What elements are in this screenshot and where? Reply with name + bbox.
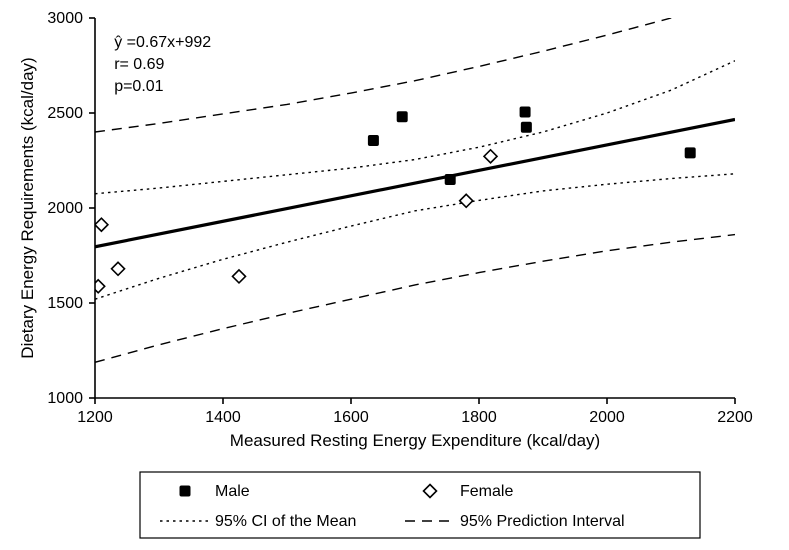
prediction-interval-upper	[95, 1, 735, 132]
legend-female-icon	[424, 485, 437, 498]
stat-p: p=0.01	[114, 78, 163, 95]
plot-area	[92, 1, 754, 362]
x-tick-label: 1200	[77, 409, 113, 426]
x-tick-label: 2200	[717, 409, 753, 426]
y-tick-label: 3000	[47, 10, 83, 27]
male-point	[520, 107, 531, 118]
male-point	[445, 174, 456, 185]
y-tick-label: 2000	[47, 200, 83, 217]
female-point	[233, 270, 246, 283]
stat-equation: ŷ =0.67x+992	[114, 34, 211, 51]
male-point	[742, 186, 753, 197]
female-point	[460, 194, 473, 207]
female-point	[484, 150, 497, 163]
y-axis-label: Dietary Energy Requirements (kcal/day)	[18, 57, 37, 358]
axes: 1200 1400 1600 1800 2000 2200 1000 1500 2000 2500…	[18, 10, 753, 450]
y-tick-label: 1500	[47, 295, 83, 312]
legend-male-label: Male	[215, 483, 250, 500]
stat-r: r= 0.69	[114, 56, 164, 73]
female-point	[95, 218, 108, 231]
prediction-interval-lower	[95, 235, 735, 363]
y-tick-label: 1000	[47, 390, 83, 407]
ci-mean-lower	[95, 174, 735, 299]
legend: Male Female 95% CI of the Mean 95% Predicti…	[140, 472, 700, 538]
x-tick-label: 1400	[205, 409, 241, 426]
y-tick-label: 2500	[47, 105, 83, 122]
regression-line	[95, 119, 735, 246]
x-tick-label: 1800	[461, 409, 497, 426]
legend-male-icon	[180, 486, 191, 497]
x-axis-label: Measured Resting Energy Expenditure (kca…	[230, 431, 600, 450]
scatter-regression-chart: 1200 1400 1600 1800 2000 2200 1000 1500 2000 2500…	[0, 0, 789, 550]
x-tick-label: 2000	[589, 409, 625, 426]
male-point	[685, 147, 696, 158]
legend-ci-label: 95% CI of the Mean	[215, 513, 356, 530]
chart-svg: 1200 1400 1600 1800 2000 2200 1000 1500 2000 2500…	[0, 0, 789, 550]
female-point	[92, 280, 105, 293]
male-point	[521, 122, 532, 133]
male-point	[368, 135, 379, 146]
legend-pi-label: 95% Prediction Interval	[460, 513, 625, 530]
legend-female-label: Female	[460, 483, 513, 500]
x-tick-label: 1600	[333, 409, 369, 426]
male-point	[397, 111, 408, 122]
female-point	[112, 262, 125, 275]
